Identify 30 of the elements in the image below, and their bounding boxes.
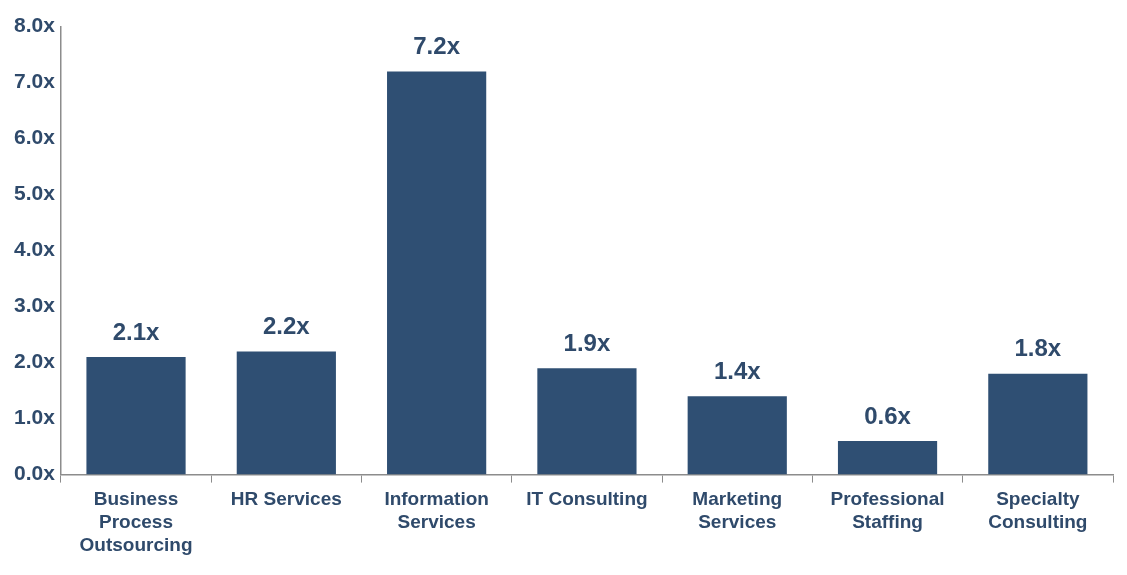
x-tick-label: Business Process Outsourcing — [79, 488, 193, 555]
data-label: 1.4x — [713, 356, 762, 384]
x-tick-label: Professional Staffing — [830, 488, 945, 533]
bar — [837, 441, 938, 475]
y-tick-label: 3.0x — [14, 293, 56, 317]
bar — [86, 357, 186, 475]
y-tick-label: 5.0x — [14, 181, 56, 205]
y-tick-label: 0.0x — [14, 461, 56, 485]
data-label: 1.8x — [1014, 334, 1062, 362]
bar — [988, 373, 1088, 475]
data-label: 2.1x — [112, 317, 161, 345]
y-tick-label: 4.0x — [14, 237, 56, 261]
x-tick-label: IT Consulting — [526, 488, 648, 510]
y-tick-label: 7.0x — [14, 69, 56, 93]
bar — [537, 368, 637, 475]
bar — [687, 396, 787, 475]
data-label: 2.2x — [262, 312, 311, 340]
y-tick-label: 8.0x — [14, 13, 56, 37]
bar — [387, 71, 487, 475]
data-label: 0.6x — [864, 401, 912, 429]
data-label: 1.9x — [563, 328, 611, 356]
y-tick-label: 2.0x — [14, 349, 56, 373]
bar — [236, 351, 336, 475]
y-tick-label: 6.0x — [14, 125, 56, 149]
x-tick-label: Marketing Services — [692, 488, 783, 533]
data-label: 7.2x — [413, 32, 461, 60]
x-tick-label: HR Services — [230, 488, 342, 510]
x-tick-label: Information Services — [384, 488, 489, 533]
x-tick-label: Specialty Consulting — [988, 488, 1088, 533]
y-tick-label: 1.0x — [14, 405, 56, 429]
